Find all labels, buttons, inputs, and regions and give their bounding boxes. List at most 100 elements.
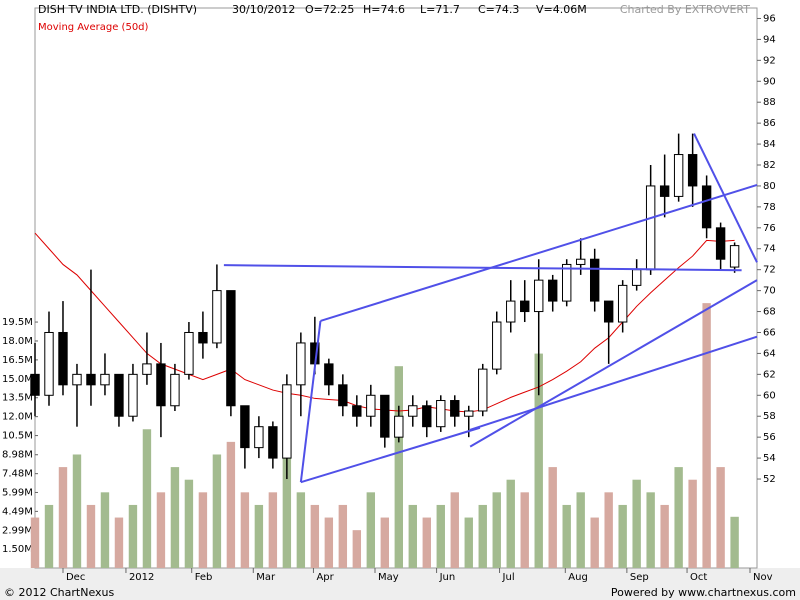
candle-body bbox=[100, 373, 110, 386]
y2-tick-label: 4.49M bbox=[2, 506, 33, 517]
candle-body bbox=[212, 290, 222, 344]
candle-body bbox=[589, 258, 600, 302]
y2-tick-label: 7.48M bbox=[2, 469, 33, 480]
volume-bar bbox=[646, 492, 655, 568]
candle-body bbox=[282, 384, 292, 459]
volume-bar bbox=[100, 492, 110, 568]
volume-bar bbox=[534, 353, 543, 568]
y-tick-label: 68 bbox=[763, 307, 776, 318]
y-tick-label: 52 bbox=[763, 474, 776, 485]
volume-bar bbox=[660, 504, 669, 568]
volume-bar bbox=[464, 517, 473, 568]
y2-tick-label: 1.50M bbox=[2, 544, 33, 555]
candle-body bbox=[394, 415, 404, 438]
candle-body bbox=[617, 284, 628, 323]
volume-bar bbox=[114, 517, 124, 568]
x-tick-label: Sep bbox=[630, 572, 649, 583]
volume-bar bbox=[422, 517, 431, 568]
y-tick-label: 88 bbox=[763, 97, 776, 108]
x-tick-label: Jun bbox=[439, 572, 456, 583]
y-tick-label: 72 bbox=[763, 265, 776, 276]
candle-body bbox=[464, 410, 474, 417]
volume-bar bbox=[366, 492, 376, 568]
candle-body bbox=[603, 300, 614, 323]
y-tick-label: 82 bbox=[763, 160, 776, 171]
candle-body bbox=[422, 405, 432, 428]
candle-body bbox=[729, 245, 740, 268]
candle-body bbox=[198, 331, 208, 344]
candle-body bbox=[86, 373, 96, 386]
volume-bar bbox=[394, 366, 403, 568]
volume-bar bbox=[86, 504, 96, 568]
trendline bbox=[693, 133, 758, 263]
volume-bar bbox=[604, 492, 613, 568]
volume-bar bbox=[58, 467, 68, 568]
footer-left: © 2012 ChartNexus bbox=[4, 586, 115, 599]
y-tick-label: 86 bbox=[763, 118, 776, 129]
volume-bar bbox=[142, 429, 152, 568]
y-tick-label: 84 bbox=[763, 139, 776, 150]
quote: C=74.3 bbox=[478, 3, 519, 16]
candle-body bbox=[492, 321, 502, 370]
y-tick-label: 76 bbox=[763, 223, 776, 234]
volume-bar bbox=[184, 479, 194, 568]
y-tick-label: 54 bbox=[763, 453, 776, 464]
chart-title: DISH TV INDIA LTD. (DISHTV) bbox=[38, 3, 197, 16]
y-tick-label: 94 bbox=[763, 34, 776, 45]
volume-bar bbox=[310, 504, 320, 568]
x-tick-label: Aug bbox=[568, 572, 588, 583]
y2-tick-label: 15.0M bbox=[2, 374, 33, 385]
trendline bbox=[469, 335, 758, 431]
volume-bar bbox=[548, 467, 557, 568]
y-tick-label: 78 bbox=[763, 202, 776, 213]
volume-bar bbox=[478, 504, 487, 568]
credit: Charted By EXTROVERT bbox=[620, 3, 750, 16]
y2-tick-label: 18.0M bbox=[2, 336, 33, 347]
volume-bar bbox=[408, 504, 417, 568]
volume-bar bbox=[352, 530, 362, 568]
volume-bar bbox=[254, 504, 264, 568]
candle-body bbox=[184, 331, 194, 375]
volume-bar bbox=[492, 492, 501, 568]
volume-bar bbox=[506, 479, 515, 568]
volume-bar bbox=[688, 479, 697, 568]
quote: L=71.7 bbox=[420, 3, 460, 16]
volume-bar bbox=[436, 504, 445, 568]
x-tick-label: Mar bbox=[256, 572, 276, 583]
candle-body bbox=[380, 394, 390, 438]
trendline bbox=[223, 264, 742, 272]
candle-body bbox=[30, 373, 40, 396]
trendline bbox=[299, 320, 322, 483]
volume-bar bbox=[128, 504, 138, 568]
candle-body bbox=[534, 279, 544, 313]
y2-tick-label: 13.5M bbox=[2, 393, 33, 404]
candle-body bbox=[128, 373, 138, 417]
volume-bar bbox=[730, 516, 739, 568]
axis-band bbox=[0, 568, 800, 600]
y-tick-label: 70 bbox=[763, 286, 776, 297]
volume-bar bbox=[380, 517, 390, 568]
candle-body bbox=[226, 290, 236, 407]
candle-body bbox=[352, 405, 362, 417]
candle-body bbox=[687, 154, 698, 187]
volume-bar bbox=[226, 441, 236, 568]
y-tick-label: 58 bbox=[763, 411, 776, 422]
x-tick-label: 2012 bbox=[129, 572, 154, 583]
volume-bar bbox=[44, 504, 54, 568]
y-tick-label: 56 bbox=[763, 432, 776, 443]
volume-bar bbox=[156, 492, 166, 568]
candle-body bbox=[631, 269, 642, 286]
quote: V=4.06M bbox=[536, 3, 587, 16]
volume-bar bbox=[212, 454, 222, 568]
y2-tick-label: 8.98M bbox=[2, 450, 33, 461]
trendline bbox=[469, 279, 758, 448]
volume-bar bbox=[30, 517, 40, 568]
candle-body bbox=[548, 279, 558, 302]
candle-body bbox=[268, 426, 278, 459]
y2-tick-label: 5.99M bbox=[2, 487, 33, 498]
volume-bar bbox=[72, 454, 82, 568]
volume-bar bbox=[240, 492, 250, 568]
x-tick-label: Feb bbox=[195, 572, 213, 583]
volume-bar bbox=[590, 517, 599, 568]
volume-bar bbox=[576, 492, 585, 568]
